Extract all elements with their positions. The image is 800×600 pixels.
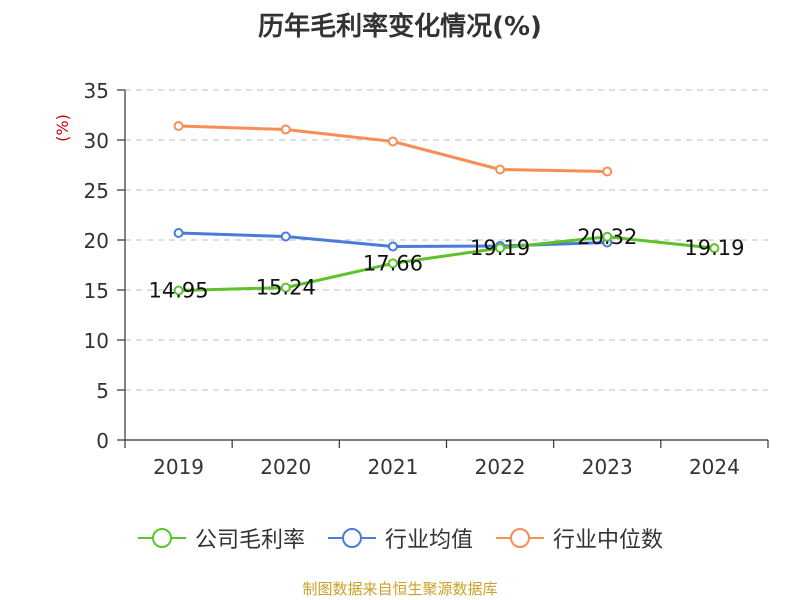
data-point [495,243,506,254]
y-tick-label: 25 [84,179,109,203]
data-point [173,285,184,296]
legend-label: 行业均值 [384,528,473,553]
y-axis-label: (%) [53,114,72,142]
x-tick-label: 2024 [689,455,740,479]
legend-label: 行业中位数 [553,528,664,553]
y-tick-label: 20 [84,229,109,253]
series-line [177,235,716,292]
data-point [709,243,720,254]
x-tick-label: 2022 [475,455,526,479]
y-tick-label: 30 [84,129,109,153]
data-point [602,166,613,177]
data-point [387,136,398,147]
data-point [280,231,291,242]
data-label: 19.19 [684,236,744,260]
data-labels: 14.95 15.24 17.66 19.19 20.32 19.19 [149,225,745,303]
data-point [387,258,398,269]
x-tick-label: 2023 [582,455,633,479]
legend-item[interactable]: 行业均值 [327,522,473,554]
legend: 公司毛利率 行业均值 行业中位数 [0,518,800,558]
grid-lines [125,89,768,391]
data-point [495,164,506,175]
chart-title: 历年毛利率变化情况(%) [258,12,542,42]
legend-marker-icon [327,528,376,548]
x-tick-label: 2019 [153,455,204,479]
data-label: 14.95 [149,279,209,303]
legend-marker-icon [496,528,544,548]
data-label: 17.66 [363,251,423,275]
data-point [173,228,184,238]
x-tick-label: 2021 [367,455,418,479]
x-tick-label: 2020 [260,455,311,479]
axes: 0 5 10 15 20 25 30 35 2019 2020 2021 2022 2023 2024 (%… [53,79,769,479]
data-label: 15.24 [256,276,316,300]
series-line [177,124,609,173]
legend-label: 公司毛利率 [194,528,305,553]
y-tick-label: 35 [84,79,109,103]
series-lines [173,121,720,296]
data-point [280,282,291,293]
data-point [173,121,184,131]
data-label: 20.32 [577,225,637,249]
legend-item[interactable]: 行业中位数 [495,522,663,554]
y-tick-label: 15 [84,279,109,303]
data-point [387,241,398,252]
y-tick-label: 10 [84,329,109,353]
data-point [280,124,291,135]
data-label: 19.19 [470,236,530,260]
legend-marker-icon [137,528,186,548]
y-tick-label: 5 [96,379,109,403]
data-point [602,231,613,242]
source-note: 制图数据来自恒生聚源数据库 [302,580,498,598]
legend-item[interactable]: 公司毛利率 [137,522,305,554]
y-tick-label: 0 [96,429,109,453]
